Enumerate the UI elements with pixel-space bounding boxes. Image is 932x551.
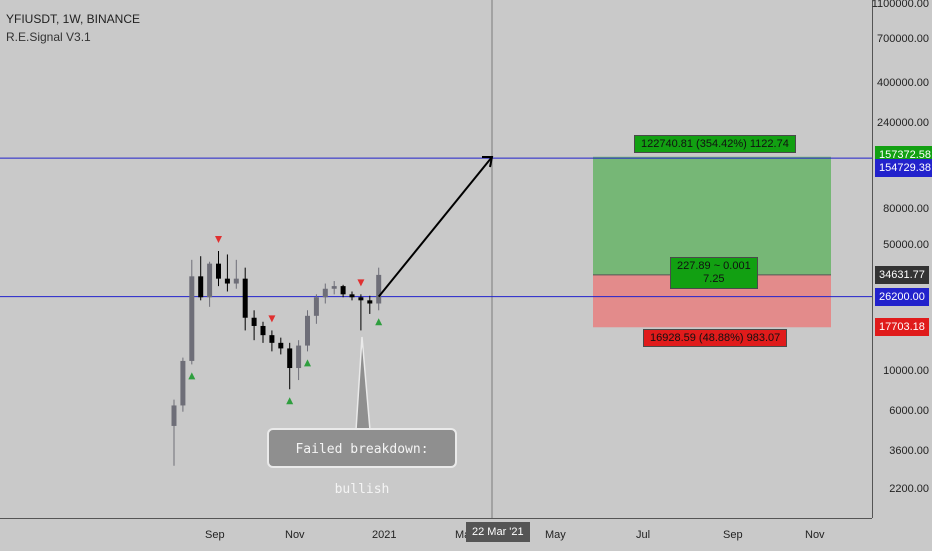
buy-signal-icon: [286, 397, 294, 405]
time-axis[interactable]: Sep Nov 2021 Mar May Jul Sep Nov: [0, 518, 872, 551]
candle: [340, 284, 346, 298]
candle-body: [278, 342, 284, 349]
candle-body: [224, 278, 230, 284]
price-tick-label: 1100000.00: [871, 0, 929, 10]
price-tick-label: 80000.00: [883, 202, 929, 215]
candle-body: [367, 300, 373, 304]
candle-body: [322, 288, 328, 298]
candle: [305, 310, 310, 352]
candle: [207, 261, 213, 307]
chart-legend: YFIUSDT, 1W, BINANCE R.E.Signal V3.1: [6, 10, 140, 46]
candle: [376, 267, 382, 311]
candle-body: [251, 317, 257, 326]
candle-body: [305, 315, 310, 346]
candle: [224, 254, 230, 292]
candle: [322, 283, 328, 304]
buy-signal-icon: [188, 372, 196, 380]
candle-body: [171, 405, 177, 426]
candle: [296, 340, 302, 381]
candle: [287, 342, 293, 390]
candle-body: [269, 335, 275, 343]
candle: [278, 337, 284, 355]
candle-body: [313, 297, 319, 316]
price-tick-label: 6000.00: [889, 404, 929, 417]
candle-body: [180, 360, 186, 406]
candle-body: [331, 286, 337, 289]
candle: [198, 256, 204, 301]
profit-zone: [593, 156, 831, 275]
center-label: 227.89 ~ 0.001 7.25: [670, 257, 758, 289]
candles-layer: [171, 251, 382, 466]
buy-signal-icon: [304, 359, 311, 367]
candle-body: [358, 297, 364, 301]
stop-label: 16928.59 (48.88%) 983.07: [643, 329, 788, 347]
projection-arrow: [377, 156, 493, 298]
candle-body: [189, 276, 195, 361]
candle: [216, 251, 221, 287]
candle: [242, 267, 248, 331]
candle-body: [376, 274, 382, 304]
candle-body: [349, 294, 355, 298]
line-price-tag: 154729.38: [875, 159, 932, 178]
callout-pointer: [355, 336, 371, 431]
time-tick-label: Nov: [805, 529, 825, 541]
price-tick-label: 3600.00: [889, 444, 929, 457]
candle-body: [216, 263, 221, 279]
last-price-tag: 34631.77: [875, 265, 929, 284]
horizontal-lines[interactable]: [0, 157, 872, 298]
candle: [180, 357, 186, 412]
price-axis[interactable]: 1100000.00 700000.00 400000.00 240000.00 800…: [872, 0, 932, 518]
candle-body: [242, 278, 248, 318]
time-tick-label: Nov: [285, 529, 305, 541]
candle: [367, 295, 373, 314]
time-tick-label: 2021: [372, 529, 397, 541]
position-tool[interactable]: [593, 156, 831, 328]
candle: [171, 399, 177, 466]
annotation-callout[interactable]: Failed breakdown: bullish: [267, 428, 457, 497]
price-tick-label: 2200.00: [889, 483, 929, 495]
signals-layer: [188, 236, 383, 405]
crosshair-time-label: 22 Mar '21: [466, 522, 530, 542]
candle: [349, 291, 355, 301]
symbol-title[interactable]: YFIUSDT, 1W, BINANCE: [6, 12, 141, 26]
price-tick-label: 240000.00: [877, 116, 929, 129]
target-label: 122740.81 (354.42%) 1122.74: [634, 135, 796, 153]
candle-body: [296, 345, 302, 369]
candle-body: [207, 263, 213, 298]
center-label-line2: 7.25: [703, 273, 725, 285]
candle: [233, 259, 239, 289]
arrow-head-icon: [482, 156, 494, 168]
candle-body: [260, 325, 266, 336]
price-tick-label: 400000.00: [877, 76, 929, 89]
time-tick-label: Sep: [205, 529, 225, 541]
time-tick-label: May: [545, 529, 566, 541]
candle: [251, 310, 257, 341]
price-tick-label: 700000.00: [877, 33, 929, 46]
stop-price-tag: 17703.18: [875, 318, 929, 337]
candle-body: [340, 286, 346, 295]
entry-price-tag: 26200.00: [875, 287, 929, 306]
time-tick-label: Jul: [636, 529, 651, 541]
price-tick-label: 10000.00: [883, 364, 929, 377]
buy-signal-icon: [375, 318, 383, 326]
candle: [269, 330, 275, 352]
candle: [189, 259, 195, 365]
time-tick-label: Sep: [723, 529, 743, 541]
candle: [331, 281, 337, 295]
center-label-line1: 227.89 ~ 0.001: [677, 260, 751, 272]
candle-body: [287, 348, 293, 369]
sell-signal-icon: [268, 315, 276, 323]
candle: [260, 321, 266, 343]
candle: [313, 294, 319, 324]
price-tick-label: 50000.00: [883, 239, 929, 252]
sell-signal-icon: [357, 279, 365, 287]
candle-body: [233, 278, 239, 284]
sell-signal-icon: [215, 236, 222, 244]
candle-body: [198, 276, 204, 298]
candle: [358, 294, 364, 331]
indicator-title[interactable]: R.E.Signal V3.1: [6, 30, 91, 44]
